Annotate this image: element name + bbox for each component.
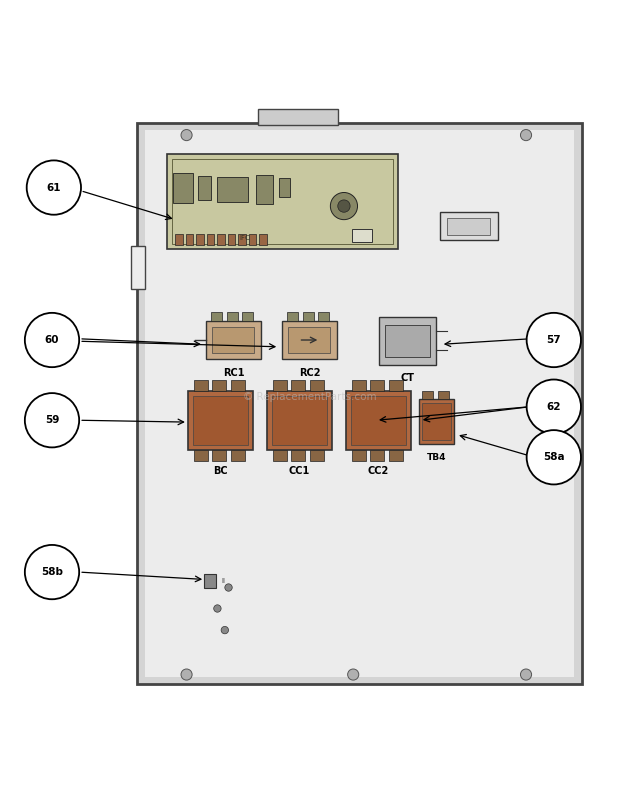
- FancyBboxPatch shape: [198, 176, 211, 200]
- FancyBboxPatch shape: [144, 130, 574, 677]
- FancyBboxPatch shape: [255, 175, 273, 204]
- FancyBboxPatch shape: [351, 396, 405, 445]
- FancyBboxPatch shape: [422, 391, 433, 399]
- FancyBboxPatch shape: [291, 450, 305, 461]
- Text: 62: 62: [547, 401, 561, 412]
- Text: BC: BC: [213, 466, 228, 476]
- FancyBboxPatch shape: [440, 212, 498, 240]
- FancyBboxPatch shape: [287, 312, 298, 321]
- FancyBboxPatch shape: [206, 321, 260, 359]
- FancyBboxPatch shape: [175, 234, 183, 245]
- FancyBboxPatch shape: [167, 154, 398, 249]
- Text: 58a: 58a: [543, 453, 565, 462]
- Circle shape: [225, 584, 232, 591]
- FancyBboxPatch shape: [310, 380, 324, 391]
- Circle shape: [181, 130, 192, 141]
- FancyBboxPatch shape: [213, 327, 254, 353]
- FancyBboxPatch shape: [259, 234, 267, 245]
- FancyBboxPatch shape: [207, 234, 215, 245]
- Text: CC2: CC2: [368, 466, 389, 476]
- FancyBboxPatch shape: [273, 450, 286, 461]
- FancyBboxPatch shape: [231, 450, 244, 461]
- Text: RC2: RC2: [299, 368, 320, 378]
- Text: TB4: TB4: [427, 453, 446, 462]
- FancyBboxPatch shape: [193, 396, 247, 445]
- FancyBboxPatch shape: [273, 380, 286, 391]
- Text: © ReplacementParts.com: © ReplacementParts.com: [243, 392, 377, 402]
- FancyBboxPatch shape: [389, 450, 402, 461]
- Text: CC1: CC1: [288, 466, 310, 476]
- FancyBboxPatch shape: [267, 391, 332, 450]
- FancyBboxPatch shape: [310, 450, 324, 461]
- FancyBboxPatch shape: [173, 173, 193, 203]
- Circle shape: [526, 313, 581, 367]
- FancyBboxPatch shape: [422, 403, 451, 440]
- FancyBboxPatch shape: [352, 380, 366, 391]
- FancyBboxPatch shape: [227, 312, 238, 321]
- FancyBboxPatch shape: [211, 312, 223, 321]
- Text: 59: 59: [45, 415, 59, 425]
- Circle shape: [181, 669, 192, 680]
- Circle shape: [520, 669, 531, 680]
- Text: CT: CT: [401, 373, 415, 384]
- FancyBboxPatch shape: [213, 380, 226, 391]
- Circle shape: [25, 545, 79, 599]
- FancyBboxPatch shape: [288, 327, 330, 353]
- FancyBboxPatch shape: [218, 234, 225, 245]
- FancyBboxPatch shape: [279, 179, 290, 197]
- FancyBboxPatch shape: [194, 380, 208, 391]
- FancyBboxPatch shape: [352, 229, 372, 243]
- Text: RC1: RC1: [223, 368, 244, 378]
- FancyBboxPatch shape: [137, 123, 582, 684]
- FancyBboxPatch shape: [346, 391, 410, 450]
- FancyBboxPatch shape: [194, 450, 208, 461]
- FancyBboxPatch shape: [218, 177, 248, 202]
- Text: IFC: IFC: [240, 235, 250, 241]
- Text: 60: 60: [45, 335, 60, 345]
- FancyBboxPatch shape: [197, 234, 204, 245]
- Circle shape: [214, 605, 221, 612]
- FancyBboxPatch shape: [231, 380, 244, 391]
- Circle shape: [25, 313, 79, 367]
- Circle shape: [526, 380, 581, 434]
- Circle shape: [221, 626, 229, 634]
- Text: 58b: 58b: [41, 567, 63, 577]
- Text: 57: 57: [546, 335, 561, 345]
- FancyBboxPatch shape: [257, 109, 338, 125]
- FancyBboxPatch shape: [303, 312, 314, 321]
- FancyBboxPatch shape: [379, 316, 436, 364]
- Text: II: II: [221, 578, 225, 584]
- Circle shape: [348, 669, 359, 680]
- FancyBboxPatch shape: [389, 380, 402, 391]
- Circle shape: [520, 130, 531, 141]
- Circle shape: [27, 160, 81, 215]
- FancyBboxPatch shape: [204, 574, 216, 587]
- FancyBboxPatch shape: [371, 380, 384, 391]
- FancyBboxPatch shape: [282, 321, 337, 359]
- FancyBboxPatch shape: [213, 450, 226, 461]
- FancyBboxPatch shape: [371, 450, 384, 461]
- FancyBboxPatch shape: [438, 391, 450, 399]
- FancyBboxPatch shape: [188, 391, 252, 450]
- FancyBboxPatch shape: [352, 450, 366, 461]
- FancyBboxPatch shape: [228, 234, 236, 245]
- Circle shape: [330, 192, 358, 219]
- Text: 61: 61: [46, 183, 61, 192]
- Circle shape: [338, 200, 350, 212]
- Circle shape: [25, 393, 79, 448]
- FancyBboxPatch shape: [418, 399, 454, 444]
- FancyBboxPatch shape: [242, 312, 253, 321]
- FancyBboxPatch shape: [186, 234, 193, 245]
- FancyBboxPatch shape: [272, 396, 327, 445]
- FancyBboxPatch shape: [249, 234, 256, 245]
- FancyBboxPatch shape: [318, 312, 329, 321]
- FancyBboxPatch shape: [131, 246, 144, 289]
- FancyBboxPatch shape: [385, 324, 430, 357]
- FancyBboxPatch shape: [447, 218, 490, 235]
- FancyBboxPatch shape: [239, 234, 246, 245]
- FancyBboxPatch shape: [291, 380, 305, 391]
- Circle shape: [526, 430, 581, 485]
